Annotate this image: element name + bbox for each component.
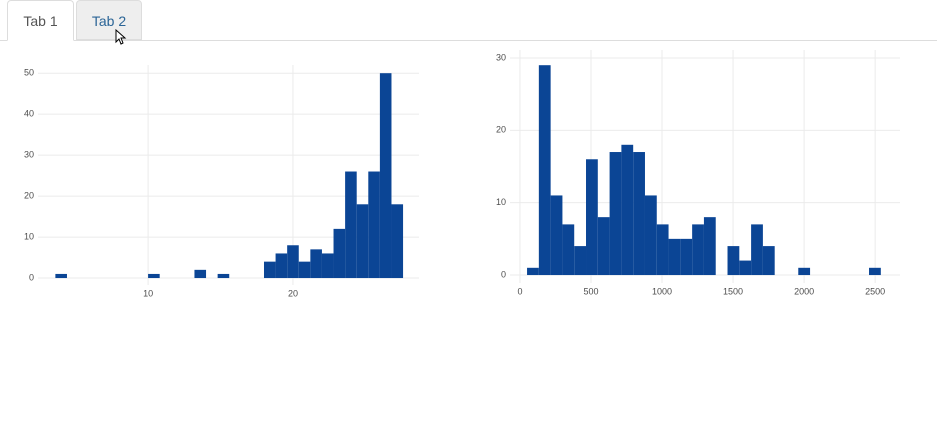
bar [217,273,230,279]
tab-bar: Tab 1 Tab 2 [0,0,937,41]
bar [321,253,334,279]
y-tick-label: 20 [496,125,506,135]
bar [550,195,563,276]
bar [609,152,622,276]
bar [527,267,539,276]
y-tick-label: 10 [496,197,506,207]
bar [345,171,357,279]
bar [727,246,740,276]
bar [668,238,681,276]
bar [379,73,392,279]
x-tick-label: 1000 [652,286,672,296]
bar [574,246,587,276]
bar [739,260,752,276]
y-tick-label: 30 [24,150,34,160]
bar [356,204,369,279]
bar [692,224,704,276]
bar [586,159,598,276]
x-tick-label: 2000 [794,286,814,296]
bar [275,253,288,279]
bar [148,273,160,279]
bar [287,245,299,279]
bar [656,224,669,276]
y-tick-label: 10 [24,231,34,241]
bar [762,246,775,276]
bar [310,249,322,279]
bar [391,204,404,279]
bar [194,269,207,279]
bar [621,144,634,276]
bar [644,195,657,276]
x-tick-label: 10 [143,288,153,298]
y-tick-label: 50 [24,68,34,78]
bar [333,228,346,279]
bar [368,171,380,279]
bar [703,217,716,276]
x-tick-label: 500 [583,286,598,296]
y-tick-label: 0 [501,269,506,279]
x-tick-label: 20 [288,288,298,298]
y-tick-label: 40 [24,109,34,119]
bar [680,238,693,276]
bar [263,261,276,279]
x-tick-label: 0 [517,286,522,296]
tab[interactable]: Tab 1 [7,0,74,41]
bar [562,224,575,276]
bar [751,224,763,276]
bar [597,217,610,276]
x-tick-label: 1500 [723,286,743,296]
bar [298,261,311,279]
cursor [115,28,127,45]
y-tick-label: 20 [24,190,34,200]
bar [869,267,881,276]
x-tick-label: 2500 [865,286,885,296]
bar [55,273,67,279]
bar [798,267,811,276]
y-tick-label: 0 [29,272,34,282]
tab[interactable]: Tab 2 [76,0,142,40]
bar [538,65,551,276]
y-tick-label: 30 [496,52,506,62]
bar [633,152,645,276]
